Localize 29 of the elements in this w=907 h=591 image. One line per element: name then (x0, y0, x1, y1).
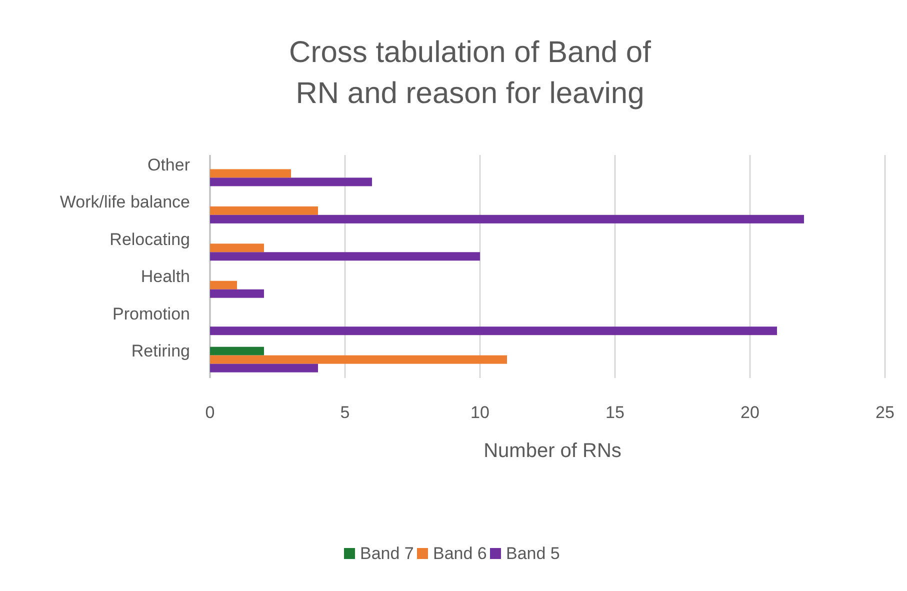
bar (210, 178, 372, 186)
x-tick-label: 25 (876, 403, 894, 422)
x-axis-title: Number of RNs (484, 440, 622, 462)
y-tick-label: Other (147, 155, 190, 174)
y-tick-label: Health (140, 267, 190, 286)
bar (210, 169, 291, 178)
legend-label: Band 7 (360, 544, 414, 563)
y-tick-label: Promotion (112, 304, 190, 324)
y-tick-label: Retiring (131, 342, 190, 361)
bar (210, 252, 480, 261)
bar (210, 280, 237, 290)
bar (210, 364, 318, 372)
bar (210, 346, 264, 356)
bar (210, 214, 804, 224)
y-tick-label: Relocating (110, 230, 190, 249)
bar (210, 289, 264, 298)
legend-label: Band 6 (433, 544, 487, 563)
chart-title: Cross tabulation of Band of RN and reason for leaving (289, 36, 652, 110)
x-tick-label: 15 (606, 403, 624, 422)
bar (210, 206, 318, 215)
bar (210, 326, 777, 336)
x-tick-label: 5 (340, 403, 350, 422)
bar (210, 244, 264, 252)
y-tick-label: Work/life balance (60, 192, 190, 212)
legend-label: Band 5 (506, 544, 560, 563)
x-tick-label: 20 (740, 403, 760, 422)
bar (210, 355, 507, 364)
x-tick-label: 0 (205, 403, 215, 422)
x-tick-label: 10 (470, 403, 490, 422)
